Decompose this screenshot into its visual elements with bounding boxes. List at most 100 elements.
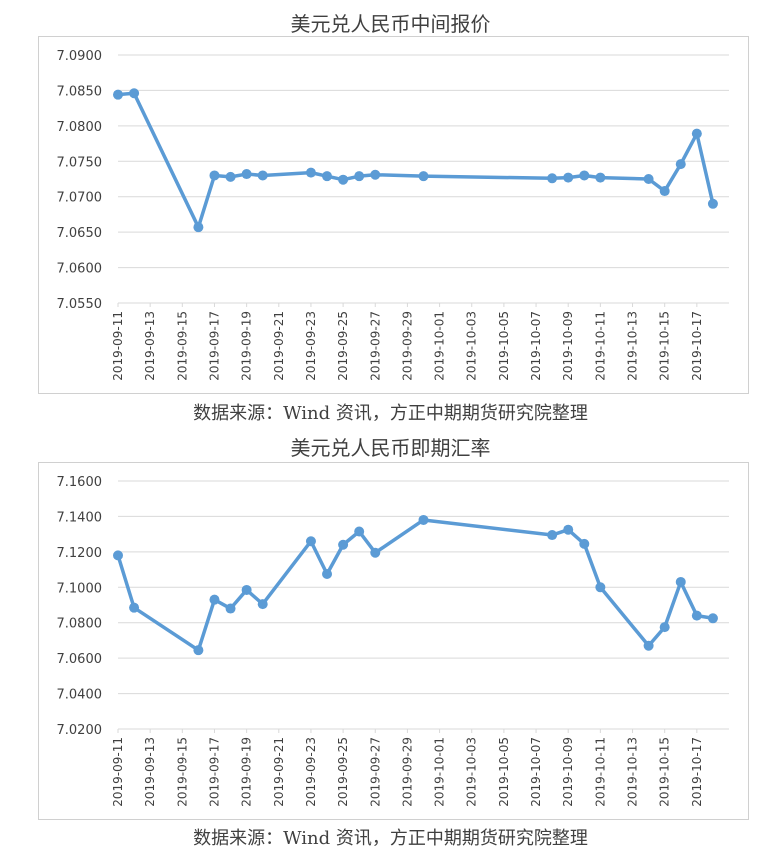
x-tick-label: 2019-09-15 [175, 737, 189, 807]
x-tick-label: 2019-10-11 [593, 737, 607, 807]
x-tick-label: 2019-09-29 [400, 311, 414, 381]
data-point [579, 538, 590, 549]
chart-2-frame: 7.0200 7.0400 7.0600 7.0800 7.1000 7.1200 7.14… [38, 462, 749, 820]
x-tick-label: 2019-09-21 [272, 737, 286, 807]
y-tick-label: 7.0850 [57, 84, 103, 99]
data-point [418, 171, 429, 182]
data-point [659, 622, 670, 633]
data-point [129, 88, 140, 99]
y-tick-label: 7.0600 [57, 652, 103, 667]
x-tick-label: 2019-09-19 [240, 311, 254, 381]
data-point [338, 539, 349, 550]
data-point [563, 172, 574, 183]
data-point [707, 198, 718, 209]
x-tick-label: 2019-10-03 [465, 311, 479, 381]
series-line [116, 518, 714, 652]
data-point [209, 594, 220, 605]
data-point [209, 170, 220, 181]
x-tick-label: 2019-09-13 [143, 311, 157, 381]
x-tick-label: 2019-09-17 [207, 311, 221, 381]
x-tick-label: 2019-10-05 [497, 737, 511, 807]
x-tick-label: 2019-10-13 [626, 737, 640, 807]
x-tick-label: 2019-09-13 [143, 737, 157, 807]
data-point [113, 89, 123, 100]
data-point [691, 128, 702, 139]
x-tick-label: 2019-09-17 [207, 737, 221, 807]
y-tick-label: 7.0200 [57, 723, 103, 738]
data-point [707, 613, 718, 624]
y-tick-label: 7.0550 [57, 297, 103, 312]
y-tick-label: 7.0700 [57, 191, 103, 206]
data-point [547, 173, 558, 184]
x-tick-label: 2019-10-11 [593, 311, 607, 381]
x-tick-label: 2019-10-05 [497, 311, 511, 381]
chart-1-title: 美元兑人民币中间报价 [290, 12, 491, 36]
y-tick-label: 7.0750 [57, 155, 103, 170]
y-tick-label: 7.0400 [57, 688, 103, 703]
x-tick-label: 2019-09-11 [111, 737, 125, 807]
x-tick-label: 2019-09-23 [304, 737, 318, 807]
x-tick-label: 2019-10-15 [658, 311, 672, 381]
x-tick-label: 2019-09-25 [336, 311, 350, 381]
data-point [305, 536, 316, 547]
y-tick-label: 7.1000 [57, 581, 103, 596]
x-tick-label: 2019-09-11 [111, 311, 125, 381]
x-tick-label: 2019-09-25 [336, 737, 350, 807]
data-point [257, 599, 268, 610]
x-tick-label: 2019-10-01 [433, 311, 447, 381]
data-point [563, 524, 574, 535]
data-point [418, 514, 429, 525]
y-tick-label: 7.0650 [57, 226, 103, 241]
y-tick-label: 7.0800 [57, 617, 103, 632]
data-point [241, 169, 252, 180]
chart-2-source: 数据来源：Wind 资讯，方正中期期货研究院整理 [193, 828, 588, 849]
data-point [338, 174, 349, 185]
data-point [193, 222, 204, 233]
data-point [129, 602, 140, 613]
data-point [579, 170, 590, 181]
data-point [547, 530, 558, 541]
data-point [322, 569, 333, 579]
y-tick-label: 7.1200 [57, 546, 103, 561]
chart-2-plot: 7.0200 7.0400 7.0600 7.0800 7.1000 7.1200 7.14… [57, 475, 729, 807]
chart-1-source: 数据来源：Wind 资讯，方正中期期货研究院整理 [193, 403, 588, 424]
data-point [370, 547, 381, 558]
data-point [643, 640, 654, 651]
x-tick-label: 2019-10-07 [529, 311, 543, 381]
chart-1-plot: 7.0550 7.0600 7.0650 7.0700 7.0750 7.0800 7.08… [57, 49, 729, 381]
x-tick-label: 2019-10-07 [529, 737, 543, 807]
x-tick-label: 2019-09-27 [368, 311, 382, 381]
data-point [225, 171, 236, 182]
data-point [193, 645, 204, 656]
x-tick-label: 2019-10-15 [658, 737, 672, 807]
data-point [241, 584, 252, 595]
y-tick-label: 7.1600 [57, 475, 103, 490]
data-point [257, 170, 268, 181]
x-tick-label: 2019-10-09 [561, 311, 575, 381]
y-tick-label: 7.0900 [57, 49, 103, 64]
x-tick-label: 2019-09-21 [272, 311, 286, 381]
chart-2-title: 美元兑人民币即期汇率 [290, 436, 491, 460]
chart-1-frame: 7.0550 7.0600 7.0650 7.0700 7.0750 7.0800 7.08… [38, 36, 749, 394]
y-tick-label: 7.0600 [57, 262, 103, 277]
x-tick-label: 2019-10-17 [690, 311, 704, 381]
x-tick-label: 2019-09-29 [400, 737, 414, 807]
x-tick-label: 2019-09-19 [240, 737, 254, 807]
data-point [354, 171, 365, 182]
series-line [117, 91, 715, 229]
x-tick-label: 2019-10-09 [561, 737, 575, 807]
y-tick-label: 7.1400 [57, 510, 103, 525]
data-point [643, 174, 654, 184]
x-tick-label: 2019-09-27 [368, 737, 382, 807]
x-tick-label: 2019-09-23 [304, 311, 318, 381]
data-point [370, 169, 381, 180]
data-point [305, 167, 316, 178]
data-point [113, 550, 123, 561]
data-point [595, 172, 606, 183]
data-point [675, 576, 686, 587]
x-tick-label: 2019-10-01 [433, 737, 447, 807]
x-tick-label: 2019-10-03 [465, 737, 479, 807]
x-tick-label: 2019-10-13 [626, 311, 640, 381]
y-tick-label: 7.0800 [57, 120, 103, 135]
data-point [595, 582, 606, 593]
